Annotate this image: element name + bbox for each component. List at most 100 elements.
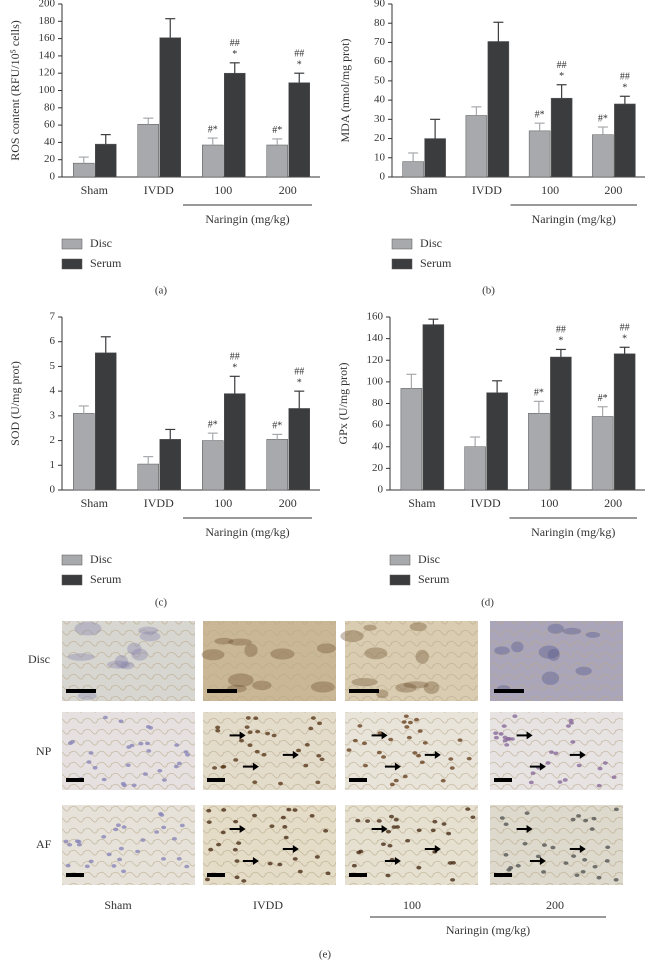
cell	[234, 859, 240, 863]
bar	[550, 356, 572, 491]
cell	[84, 864, 90, 869]
x-tick-label: Sham	[81, 496, 109, 510]
cell	[592, 864, 598, 869]
cell	[102, 715, 108, 720]
cell	[86, 760, 92, 764]
significance-label: #*	[535, 109, 545, 120]
cell	[450, 878, 456, 882]
micrograph-texture	[203, 712, 336, 790]
cell	[252, 680, 272, 691]
micrograph	[203, 712, 336, 790]
cell	[176, 761, 182, 766]
cell	[325, 871, 331, 876]
cell	[498, 732, 504, 736]
cell	[493, 731, 499, 735]
x-tick-label: IVDD	[144, 183, 174, 197]
micrograph-texture	[490, 621, 623, 701]
y-tick-label: 3	[50, 409, 56, 421]
group-label: Naringin (mg/kg)	[205, 525, 289, 539]
cell	[120, 661, 135, 670]
cell	[395, 682, 417, 693]
cell	[512, 714, 518, 719]
legend-swatch	[61, 554, 83, 566]
bar	[137, 463, 159, 491]
scale-bar	[207, 778, 225, 782]
significance-label: *	[622, 83, 627, 94]
bar	[224, 72, 246, 178]
significance-label: #*	[272, 421, 282, 432]
y-tick-label: 180	[39, 15, 56, 27]
y-tick-label: 0	[380, 171, 386, 183]
cell	[206, 820, 212, 824]
y-tick-label: 120	[367, 354, 384, 366]
cell	[376, 689, 389, 699]
cell	[139, 631, 161, 642]
cell	[292, 808, 298, 812]
group-label: Naringin (mg/kg)	[446, 923, 530, 937]
cell	[146, 749, 152, 753]
micrograph	[340, 621, 478, 701]
y-tick-label: 160	[39, 32, 56, 44]
scale-bar	[494, 689, 524, 693]
cell	[448, 757, 454, 761]
bar	[613, 353, 636, 491]
cell	[236, 841, 242, 845]
bar	[592, 134, 614, 178]
micrograph-texture	[203, 805, 336, 885]
cell	[605, 845, 611, 850]
bar	[288, 82, 310, 178]
micrograph-texture	[345, 712, 478, 790]
cell	[183, 750, 189, 754]
cell	[244, 725, 250, 729]
cell	[234, 875, 240, 880]
cell	[176, 856, 182, 861]
cell	[316, 753, 322, 758]
cell	[127, 642, 142, 655]
significance-label: #*	[208, 124, 218, 135]
arrow-head	[239, 731, 246, 740]
scale-bar	[349, 873, 367, 877]
x-tick-label: IVDD	[144, 496, 174, 510]
y-tick-label: 60	[44, 119, 56, 131]
arrow-head	[292, 750, 299, 759]
column-label: 200	[546, 898, 564, 912]
significance-label: ##	[230, 38, 240, 49]
x-tick-label: IVDD	[471, 496, 501, 510]
cell	[232, 847, 238, 852]
cell	[184, 864, 190, 869]
micrograph	[62, 712, 195, 790]
cell	[161, 825, 167, 830]
bar	[159, 439, 181, 491]
cell	[296, 748, 302, 753]
cell	[387, 843, 393, 848]
scale-bar	[207, 689, 237, 693]
y-tick-label: 20	[374, 132, 386, 144]
legend-label: Disc	[90, 236, 112, 250]
micrograph	[62, 621, 195, 701]
bar	[266, 439, 288, 491]
cell	[501, 724, 507, 728]
y-tick-label: 4	[50, 385, 56, 397]
cell	[503, 853, 509, 857]
bar	[224, 393, 246, 491]
cell	[457, 738, 463, 742]
scale-bar	[66, 689, 96, 693]
legend-swatch	[389, 574, 411, 586]
cell	[252, 813, 258, 818]
cell	[401, 720, 407, 724]
cell	[494, 646, 510, 655]
scale-bar	[349, 689, 379, 693]
cell	[402, 774, 408, 779]
y-tick-label: 80	[374, 17, 386, 29]
cell	[212, 766, 218, 770]
cell	[74, 839, 80, 844]
y-tick-label: 5	[50, 360, 56, 372]
bar	[202, 144, 224, 178]
micrograph-texture	[345, 805, 478, 885]
significance-label: *	[558, 336, 563, 347]
cell	[309, 813, 315, 818]
cell	[545, 761, 551, 765]
y-tick-label: 0	[50, 484, 56, 496]
y-tick-label: 90	[374, 0, 386, 10]
cell	[74, 621, 102, 636]
